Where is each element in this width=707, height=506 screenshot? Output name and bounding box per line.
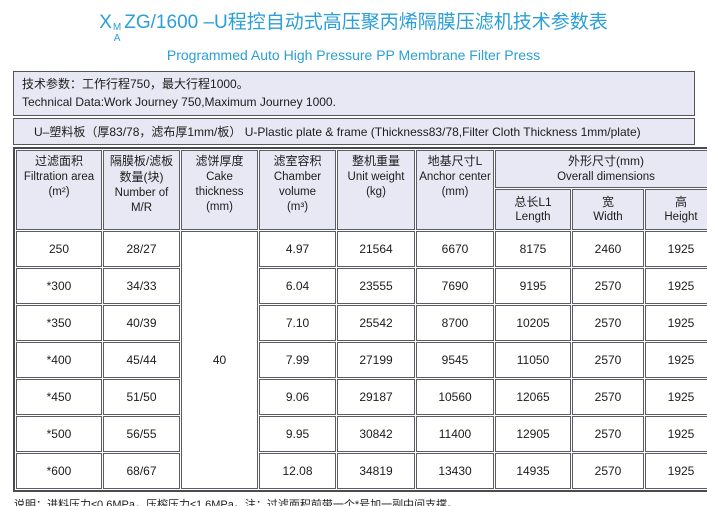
notes: 说明：进料压力≤0.6MPa，压榨压力≤1.6MPa。注：过滤面积前带一个*号加…	[14, 498, 693, 506]
header-plate-count: 隔膜板/滤板数量(块) Number of M/R	[103, 150, 180, 230]
spec-cell: 13430	[416, 453, 494, 489]
model-code-prefix: X	[99, 12, 112, 33]
spec-cell: 25542	[337, 305, 415, 341]
spec-cell: 1925	[645, 231, 707, 267]
header-anchor-center: 地基尺寸L Anchor center (mm)	[416, 150, 494, 230]
spec-cell: 14935	[495, 453, 571, 489]
spec-cell: 1925	[645, 453, 707, 489]
technical-data-en: Technical Data:Work Journey 750,Maximum …	[22, 95, 336, 109]
header-width: 宽 Width	[572, 189, 644, 230]
spec-cell: 250	[16, 231, 102, 267]
spec-cell: *300	[16, 268, 102, 304]
table-row: *350 40/39 7.10 25542 8700 10205 2570 19…	[16, 305, 707, 341]
spec-cell: 4.97	[259, 231, 336, 267]
header-cake-thickness: 滤饼厚度 Cake thickness (mm)	[181, 150, 258, 230]
page-subtitle: Programmed Auto High Pressure PP Membran…	[166, 47, 541, 63]
spec-cell: 12065	[495, 379, 571, 415]
page-title: X M A ZG/1600 –U程控自动式高压聚丙烯隔膜压滤机技术参数表	[0, 0, 707, 44]
spec-cell: 8175	[495, 231, 571, 267]
spec-cell: *600	[16, 453, 102, 489]
table-row: *600 68/67 12.08 34819 13430 14935 2570 …	[16, 453, 707, 489]
spec-cell: 1925	[645, 305, 707, 341]
spec-cell: 29187	[337, 379, 415, 415]
spec-cell: 9.06	[259, 379, 336, 415]
spec-table: 过滤面积 Filtration area (m²) 隔膜板/滤板数量(块) Nu…	[13, 147, 707, 492]
spec-cell: 7.10	[259, 305, 336, 341]
spec-cell: 30842	[337, 416, 415, 452]
table-row: *450 51/50 9.06 29187 10560 12065 2570 1…	[16, 379, 707, 415]
spec-cell: 8700	[416, 305, 494, 341]
spec-cell: 2460	[572, 231, 644, 267]
model-code-sub: A	[113, 32, 121, 44]
spec-cell: 9.95	[259, 416, 336, 452]
spec-cell: *500	[16, 416, 102, 452]
spec-cell: *350	[16, 305, 102, 341]
header-unit-weight: 整机重量 Unit weight (kg)	[337, 150, 415, 230]
spec-cell: 6.04	[259, 268, 336, 304]
spec-cell: 56/55	[103, 416, 180, 452]
table-row: *400 45/44 7.99 27199 9545 11050 2570 19…	[16, 342, 707, 378]
header-row-sub: 总长L1 Length 宽 Width 高 Height	[16, 189, 707, 230]
table-row: *500 56/55 9.95 30842 11400 12905 2570 1…	[16, 416, 707, 452]
spec-cell: 21564	[337, 231, 415, 267]
spec-cell: 6670	[416, 231, 494, 267]
spec-content: 技术参数：工作行程750，最大行程1000。 Technical Data:Wo…	[13, 71, 707, 492]
spec-cell: 1925	[645, 342, 707, 378]
spec-cell: 2570	[572, 342, 644, 378]
spec-cell: 9195	[495, 268, 571, 304]
spec-cell: 23555	[337, 268, 415, 304]
spec-cell: 2570	[572, 379, 644, 415]
page-title-text: ZG/1600 –U程控自动式高压聚丙烯隔膜压滤机技术参数表	[124, 12, 608, 33]
header-length: 总长L1 Length	[495, 189, 571, 230]
spec-cell: 34/33	[103, 268, 180, 304]
spec-cell: 40/39	[103, 305, 180, 341]
spec-cell: 2570	[572, 416, 644, 452]
note-line-zh: 说明：进料压力≤0.6MPa，压榨压力≤1.6MPa。注：过滤面积前带一个*号加…	[14, 499, 459, 506]
spec-cell: 68/67	[103, 453, 180, 489]
spec-cell: 2570	[572, 305, 644, 341]
header-overall-dimensions: 外形尺寸(mm) Overall dimensions	[495, 150, 707, 188]
spec-cell: 7.99	[259, 342, 336, 378]
spec-cell: 12.08	[259, 453, 336, 489]
technical-data-zh: 技术参数：工作行程750，最大行程1000。	[22, 77, 249, 91]
spec-cell: 1925	[645, 268, 707, 304]
header-row-main: 过滤面积 Filtration area (m²) 隔膜板/滤板数量(块) Nu…	[16, 150, 707, 230]
header-filtration-area: 过滤面积 Filtration area (m²)	[16, 150, 102, 230]
table-row: *300 34/33 6.04 23555 7690 9195 2570 192…	[16, 268, 707, 304]
header-chamber-volume: 滤室容积 Chamber volume (m³)	[259, 150, 336, 230]
spec-cell: 27199	[337, 342, 415, 378]
spec-cell: 9545	[416, 342, 494, 378]
spec-cell: *450	[16, 379, 102, 415]
cake-thickness-merged-cell: 40	[181, 231, 258, 489]
spec-cell: 1925	[645, 416, 707, 452]
plate-spec-box: U–塑料板（厚83/78，滤布厚1mm/板） U-Plastic plate &…	[13, 118, 695, 145]
spec-cell: 1925	[645, 379, 707, 415]
spec-cell: 12905	[495, 416, 571, 452]
spec-cell: 10560	[416, 379, 494, 415]
spec-cell: 10205	[495, 305, 571, 341]
model-code-sup: M	[112, 22, 122, 33]
table-row: 250 28/27 40 4.97 21564 6670 8175 2460 1…	[16, 231, 707, 489]
spec-cell: *400	[16, 342, 102, 378]
spec-cell: 2570	[572, 268, 644, 304]
spec-cell: 34819	[337, 453, 415, 489]
spec-cell: 11400	[416, 416, 494, 452]
header-height: 高 Height	[645, 189, 707, 230]
spec-cell: 7690	[416, 268, 494, 304]
spec-cell: 11050	[495, 342, 571, 378]
spec-cell: 28/27	[103, 231, 180, 267]
technical-data-box: 技术参数：工作行程750，最大行程1000。 Technical Data:Wo…	[13, 71, 695, 116]
spec-cell: 45/44	[103, 342, 180, 378]
spec-cell: 51/50	[103, 379, 180, 415]
spec-cell: 2570	[572, 453, 644, 489]
